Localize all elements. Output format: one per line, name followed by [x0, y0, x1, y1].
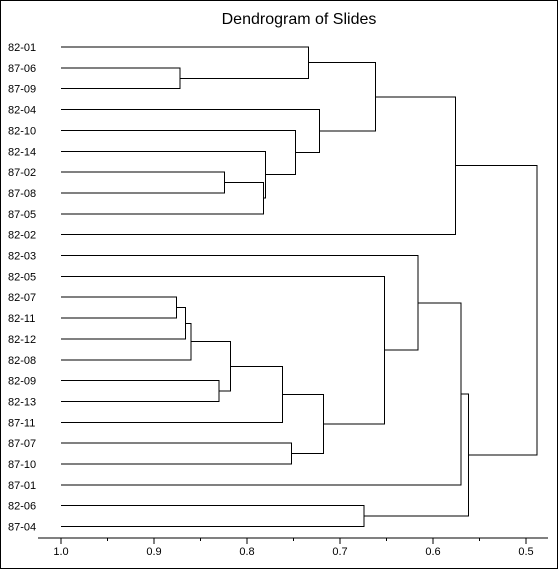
leaf-label: 87-11 — [8, 417, 35, 429]
dendrogram-links — [61, 46, 538, 527]
leaf-label: 87-08 — [8, 188, 36, 200]
leaf-label: 87-09 — [8, 84, 36, 96]
dendrogram-link-m6 — [61, 129, 296, 176]
leaf-label: 82-12 — [8, 334, 36, 346]
dendrogram-link-m1 — [61, 67, 181, 90]
leaf-labels: 82-01 87-06 87-09 82-04 82-10 82-14 87-02 87-08… — [8, 42, 36, 534]
dendrogram-link-m17 — [282, 393, 324, 455]
dendrogram-link-m23 — [455, 165, 538, 456]
x-axis: 1.0 0.9 0.8 0.7 0.6 0.5 — [38, 537, 548, 558]
dendrogram-link-m12 — [61, 322, 192, 361]
dendrogram-link-m4 — [61, 182, 265, 215]
leaf-label: 82-03 — [8, 251, 36, 263]
dendrogram-link-m19 — [61, 255, 419, 351]
x-tick-label: 0.7 — [332, 546, 347, 558]
leaf-label: 87-04 — [8, 522, 36, 534]
leaf-label: 82-06 — [8, 501, 36, 513]
dendrogram-link-m21 — [61, 505, 365, 527]
leaf-label: 82-09 — [8, 376, 36, 388]
x-tick-label: 0.8 — [239, 546, 254, 558]
leaf-label: 82-01 — [8, 42, 36, 54]
leaf-label: 82-05 — [8, 271, 36, 283]
leaf-label: 87-06 — [8, 63, 36, 75]
leaf-label: 82-11 — [8, 313, 35, 325]
leaf-label: 82-10 — [8, 125, 36, 137]
x-tick-label: 0.9 — [146, 546, 161, 558]
dendrogram-link-m13 — [61, 380, 220, 402]
x-tick-label: 0.6 — [425, 546, 440, 558]
leaf-label: 82-14 — [8, 146, 36, 158]
leaf-label: 87-05 — [8, 209, 36, 221]
dendrogram-link-m2 — [61, 46, 309, 79]
dendrogram-link-m3 — [61, 171, 226, 194]
dendrogram-link-m20 — [61, 302, 462, 486]
dendrogram-link-m15 — [61, 365, 283, 423]
leaf-label: 82-04 — [8, 105, 36, 117]
dendrogram-link-m22 — [364, 393, 469, 517]
dendrogram-link-m11 — [61, 307, 187, 340]
dendrogram-link-m16 — [61, 442, 293, 465]
leaf-label: 82-13 — [8, 397, 36, 409]
dendrogram-link-m10 — [61, 296, 177, 319]
leaf-label: 82-02 — [8, 230, 36, 242]
leaf-label: 87-10 — [8, 459, 36, 471]
dendrogram-link-m7 — [61, 109, 320, 154]
x-tick-label: 0.5 — [518, 546, 533, 558]
chart-title: Dendrogram of Slides — [222, 11, 377, 28]
leaf-label: 87-07 — [8, 438, 36, 450]
leaf-label: 82-07 — [8, 292, 36, 304]
dendrogram-link-m14 — [191, 341, 231, 392]
x-tick-label: 1.0 — [53, 546, 68, 558]
leaf-label: 87-01 — [8, 480, 36, 492]
dendrogram-link-m5 — [61, 150, 267, 199]
dendrogram-link-m8 — [308, 62, 376, 132]
leaf-label: 82-08 — [8, 355, 36, 367]
leaf-label: 87-02 — [8, 167, 36, 179]
